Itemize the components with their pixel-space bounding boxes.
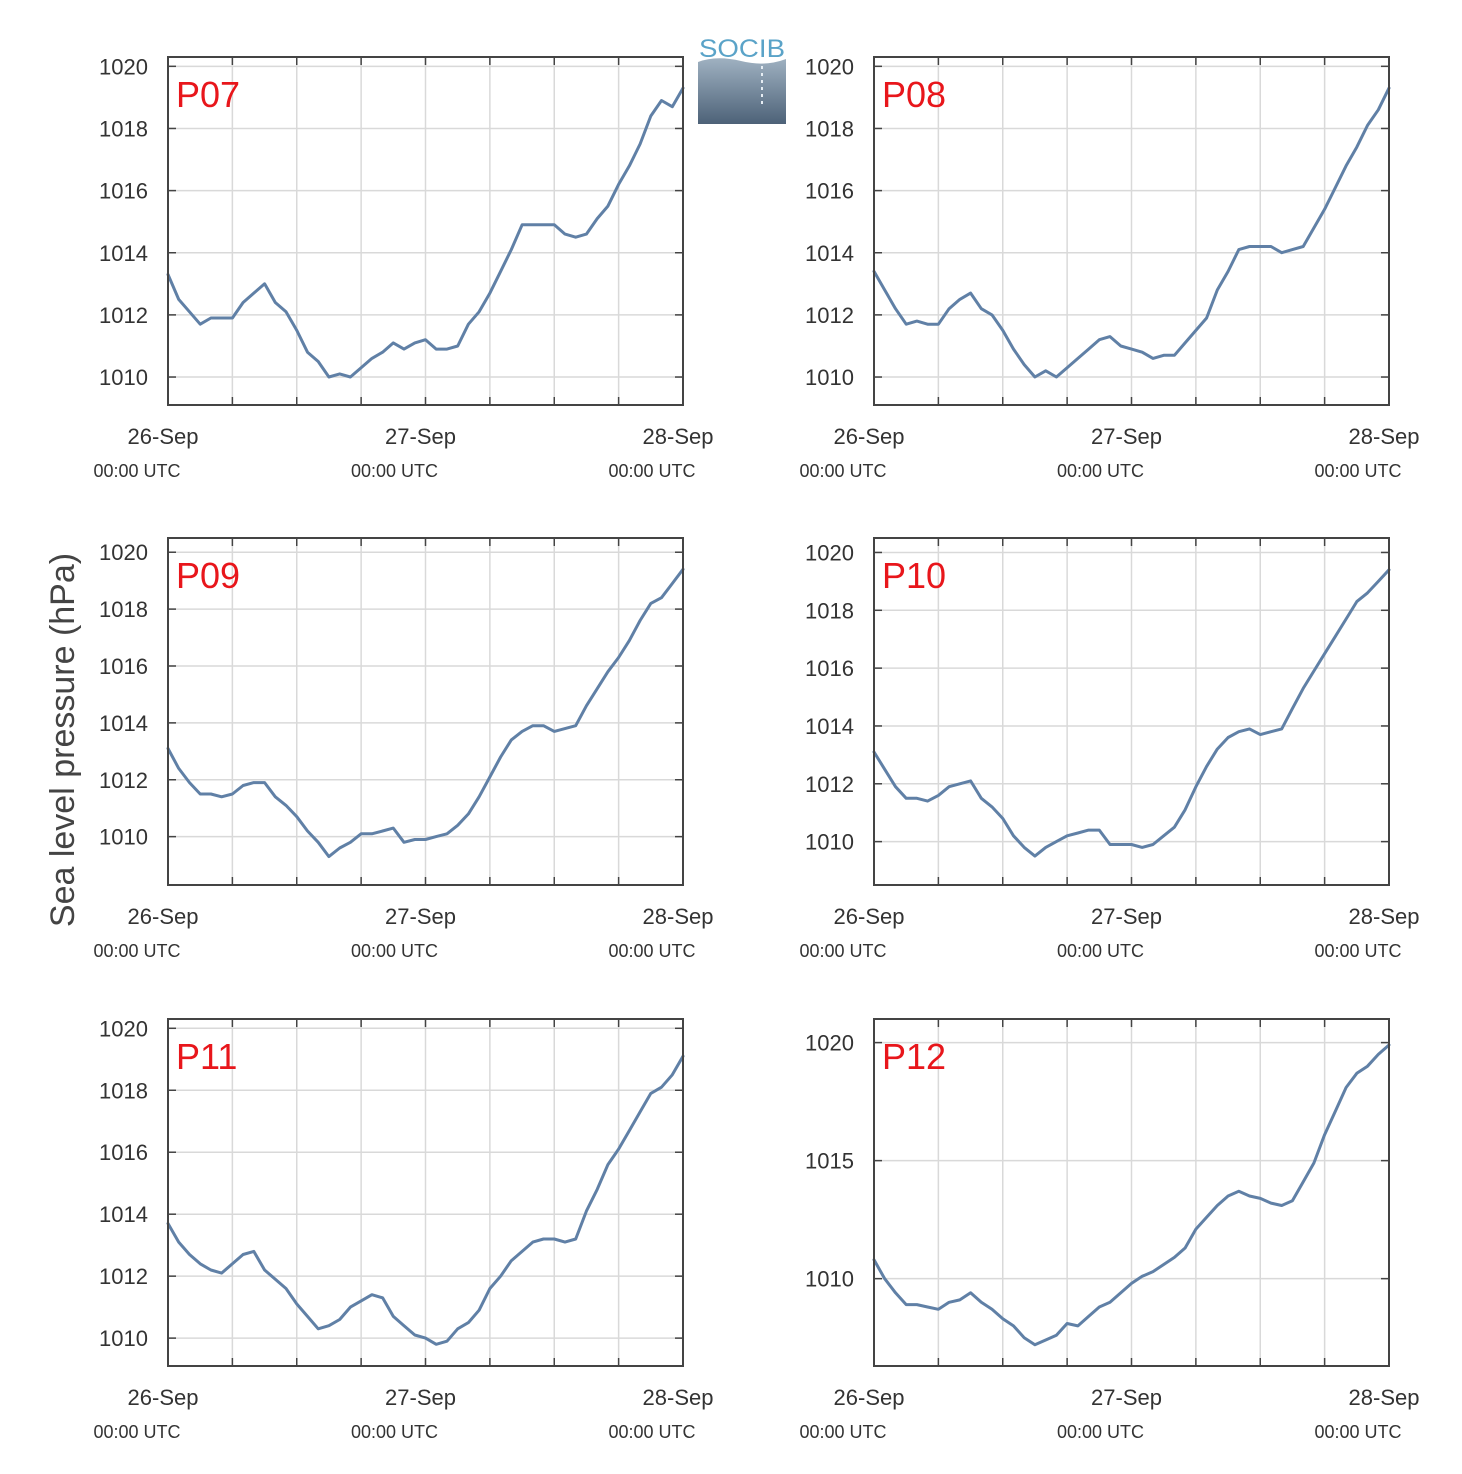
x-tick-sublabel: 00:00 UTC: [351, 1422, 438, 1442]
plot-frame: [873, 1018, 1390, 1367]
y-tick-label: 1012: [805, 303, 854, 328]
x-tick-sublabel: 00:00 UTC: [1057, 1422, 1144, 1442]
y-tick-label: 1018: [805, 598, 854, 623]
y-tick-label: 1016: [99, 654, 148, 679]
x-tick-label: 27-Sep: [1091, 904, 1162, 929]
y-tick-label: 1010: [99, 365, 148, 390]
x-tick-sublabel: 00:00 UTC: [1314, 461, 1401, 481]
logo-text: SOCIB: [699, 35, 785, 63]
y-tick-label: 1020: [99, 54, 148, 79]
y-tick-label: 1015: [805, 1149, 854, 1174]
x-tick-label: 28-Sep: [1349, 424, 1420, 449]
chart-panel-p11: 1010 1012 1014 1016 1018 1020 26-Sep 00:00 UTC 2…: [93, 1016, 713, 1442]
series-line: [872, 1043, 1391, 1347]
plot-frame: [873, 537, 1390, 886]
x-tick-sublabel: 00:00 UTC: [608, 1422, 695, 1442]
x-tick-sublabel: 00:00 UTC: [93, 941, 180, 961]
x-tick-sublabel: 00:00 UTC: [799, 1422, 886, 1442]
x-tick-sublabel: 00:00 UTC: [1057, 941, 1144, 961]
x-tick-label: 27-Sep: [1091, 424, 1162, 449]
y-tick-label: 1016: [805, 656, 854, 681]
panel-title: P07: [176, 74, 240, 115]
x-tick-label: 27-Sep: [1091, 1385, 1162, 1410]
y-tick-label: 1012: [99, 303, 148, 328]
plot-frame: [167, 1018, 684, 1367]
y-tick-label: 1010: [805, 1267, 854, 1292]
x-tick-label: 26-Sep: [834, 424, 905, 449]
y-tick-label: 1020: [805, 1031, 854, 1056]
panel-title: P12: [882, 1036, 946, 1077]
x-tick-label: 27-Sep: [385, 904, 456, 929]
x-tick-label: 27-Sep: [385, 1385, 456, 1410]
y-tick-label: 1020: [805, 54, 854, 79]
y-tick-label: 1012: [805, 772, 854, 797]
chart-panel-p09: 1010 1012 1014 1016 1018 1020 26-Sep 00:00 UTC 2…: [93, 537, 714, 961]
x-tick-sublabel: 00:00 UTC: [93, 1422, 180, 1442]
panel-title: P10: [882, 555, 946, 596]
chart-panel-p10: 1010 1012 1014 1016 1018 1020 26-Sep 00:00 UTC 2…: [799, 537, 1420, 961]
series-line: [166, 1054, 685, 1346]
y-tick-label: 1010: [805, 365, 854, 390]
x-tick-sublabel: 00:00 UTC: [351, 941, 438, 961]
plot-frame: [167, 537, 684, 886]
x-tick-label: 28-Sep: [643, 904, 714, 929]
x-tick-label: 28-Sep: [1349, 904, 1420, 929]
x-tick-label: 26-Sep: [128, 904, 199, 929]
x-tick-sublabel: 00:00 UTC: [1314, 941, 1401, 961]
y-tick-label: 1012: [99, 1264, 148, 1289]
x-tick-sublabel: 00:00 UTC: [1057, 461, 1144, 481]
x-tick-label: 28-Sep: [643, 424, 714, 449]
plot-frame: [167, 56, 684, 406]
x-tick-label: 27-Sep: [385, 424, 456, 449]
series-line: [166, 567, 685, 859]
x-tick-sublabel: 00:00 UTC: [608, 461, 695, 481]
y-tick-label: 1014: [99, 241, 148, 266]
chart-panel-p12: 1010 1015 1020 26-Sep 00:00 UTC 27-Sep 00:00 U…: [799, 1018, 1420, 1442]
y-tick-label: 1018: [99, 597, 148, 622]
y-tick-label: 1018: [99, 1078, 148, 1103]
y-tick-label: 1014: [805, 714, 854, 739]
x-tick-sublabel: 00:00 UTC: [799, 461, 886, 481]
y-tick-label: 1012: [99, 768, 148, 793]
y-tick-label: 1016: [99, 1140, 148, 1165]
series-line: [166, 86, 685, 379]
x-tick-label: 26-Sep: [128, 1385, 199, 1410]
panel-title: P09: [176, 555, 240, 596]
y-tick-label: 1020: [805, 540, 854, 565]
x-tick-label: 28-Sep: [1349, 1385, 1420, 1410]
x-tick-sublabel: 00:00 UTC: [608, 941, 695, 961]
y-tick-label: 1010: [99, 825, 148, 850]
logo-wave-icon: [698, 58, 786, 124]
y-axis-title: Sea level pressure (hPa): [44, 553, 82, 927]
x-tick-sublabel: 00:00 UTC: [93, 461, 180, 481]
x-tick-label: 26-Sep: [834, 904, 905, 929]
series-line: [872, 86, 1391, 379]
panel-title: P11: [176, 1036, 237, 1077]
x-tick-sublabel: 00:00 UTC: [799, 941, 886, 961]
y-tick-label: 1014: [99, 1202, 148, 1227]
socib-logo: SOCIB: [698, 35, 786, 124]
x-tick-sublabel: 00:00 UTC: [1314, 1422, 1401, 1442]
y-tick-label: 1018: [99, 116, 148, 141]
chart-panel-p07: 1010 1012 1014 1016 1018 1020 26-Sep 00:00 UTC 2…: [93, 54, 713, 481]
y-tick-label: 1010: [805, 830, 854, 855]
y-tick-label: 1018: [805, 116, 854, 141]
y-tick-label: 1016: [805, 179, 854, 204]
panel-title: P08: [882, 74, 946, 115]
y-tick-label: 1020: [99, 540, 148, 565]
x-tick-label: 28-Sep: [643, 1385, 714, 1410]
series-line: [872, 568, 1391, 858]
x-tick-label: 26-Sep: [128, 424, 199, 449]
x-tick-sublabel: 00:00 UTC: [351, 461, 438, 481]
plot-frame: [873, 56, 1390, 406]
y-tick-label: 1014: [805, 241, 854, 266]
y-tick-label: 1016: [99, 179, 148, 204]
y-tick-label: 1014: [99, 711, 148, 736]
chart-panel-p08: 1010 1012 1014 1016 1018 1020 26-Sep 00:00 UTC 2…: [799, 54, 1419, 481]
y-tick-label: 1010: [99, 1326, 148, 1351]
x-tick-label: 26-Sep: [834, 1385, 905, 1410]
y-tick-label: 1020: [99, 1016, 148, 1041]
